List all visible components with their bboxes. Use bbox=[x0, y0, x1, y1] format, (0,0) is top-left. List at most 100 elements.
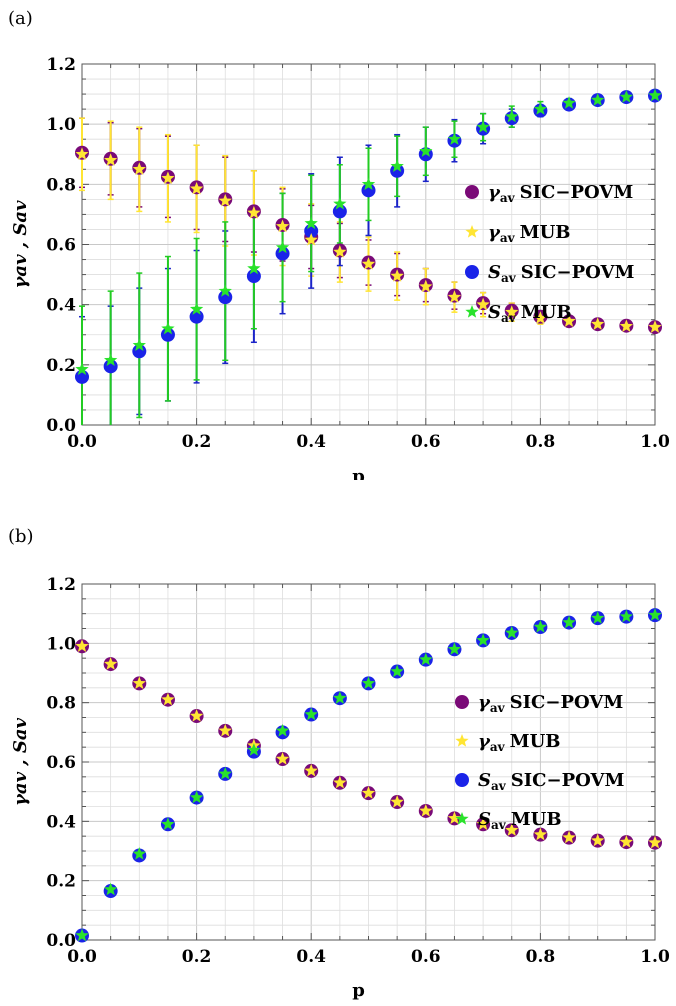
point-gamma_mub bbox=[304, 232, 318, 246]
point-gamma_mub bbox=[533, 311, 548, 324]
point-s_mub bbox=[619, 90, 634, 103]
legend-text: SIC−POVM bbox=[510, 692, 624, 713]
point-gamma_mub bbox=[419, 803, 433, 817]
point-gamma_mub bbox=[447, 811, 462, 825]
point-s_mub bbox=[591, 93, 605, 106]
legend-text: SIC−POVM bbox=[521, 262, 635, 283]
point-s_mub bbox=[132, 846, 146, 860]
point-s_mub bbox=[562, 615, 576, 629]
legend-label-gamma_sic: γav SIC−POVM bbox=[478, 692, 623, 715]
point-gamma_mub bbox=[533, 827, 548, 841]
point-s_mub bbox=[533, 102, 548, 115]
point-gamma_mub bbox=[103, 153, 118, 166]
point-s_mub bbox=[247, 743, 261, 756]
y-tick-label: 0.6 bbox=[46, 753, 76, 773]
point-s_mub bbox=[247, 261, 261, 275]
x-tick-label: 1.0 bbox=[640, 947, 670, 967]
point-gamma_mub bbox=[390, 795, 404, 808]
point-s_mub bbox=[419, 652, 433, 666]
point-gamma_mub bbox=[304, 763, 318, 777]
point-s_mub bbox=[447, 132, 462, 145]
point-gamma_mub bbox=[447, 290, 462, 303]
point-gamma_mub bbox=[161, 171, 175, 184]
point-s_mub bbox=[476, 120, 490, 133]
point-gamma_mub bbox=[275, 752, 290, 765]
grid bbox=[81, 583, 656, 941]
legend-marker-gamma_mub bbox=[455, 734, 469, 747]
point-s_mub bbox=[419, 144, 433, 157]
point-s_mub bbox=[275, 240, 290, 254]
point-gamma_mub bbox=[132, 162, 146, 175]
point-s_sic bbox=[132, 344, 147, 359]
point-gamma_mub bbox=[103, 657, 118, 670]
legend-text: MUB bbox=[510, 731, 561, 752]
y-tick-label: 1.0 bbox=[46, 634, 76, 654]
legend: γav SIC−POVM γ av MUB Sav SIC−POVM Sav MUB bbox=[455, 692, 624, 832]
x-tick-label: 0.4 bbox=[296, 432, 326, 452]
chart-a: (a) 0.0 0.2 0.4 0.6 0.8 1.0 0.0 0.2 0.4 0.6 0.8 1.0 1… bbox=[8, 8, 670, 487]
point-s_sic bbox=[103, 359, 118, 374]
point-gamma_mub bbox=[247, 205, 261, 219]
point-gamma_mub bbox=[333, 775, 347, 789]
point-s_sic bbox=[160, 327, 175, 342]
point-gamma_mub bbox=[390, 269, 404, 282]
y-tick-label: 1.0 bbox=[46, 115, 76, 135]
y-axis-label: γav , Sav bbox=[10, 718, 31, 806]
point-s_mub bbox=[304, 216, 318, 230]
legend-label-s_sic: Sav SIC−POVM bbox=[488, 262, 634, 285]
point-gamma_mub bbox=[476, 297, 490, 311]
point-gamma_mub bbox=[361, 257, 376, 270]
legend-text: MUB bbox=[520, 222, 571, 243]
legend-label-s_mub: Sav MUB bbox=[478, 809, 562, 832]
y-tick-label: 0.8 bbox=[46, 694, 76, 714]
x-tick-label: 0.0 bbox=[67, 947, 97, 967]
x-axis-label: p bbox=[352, 980, 365, 1001]
legend-text: SIC−POVM bbox=[511, 770, 625, 791]
legend-subscript: av bbox=[501, 311, 517, 325]
legend-subscript: av bbox=[491, 779, 507, 793]
point-gamma_mub bbox=[161, 692, 175, 706]
y-tick-label: 0.6 bbox=[46, 236, 76, 256]
legend-text: SIC−POVM bbox=[520, 182, 634, 203]
legend-symbol: γ bbox=[478, 731, 491, 752]
legend-marker-s_mub bbox=[465, 305, 479, 318]
point-gamma_mub bbox=[591, 833, 605, 847]
legend-label-gamma_mub: γav MUB bbox=[488, 222, 570, 245]
point-s_sic bbox=[361, 183, 376, 198]
point-s_mub bbox=[361, 676, 376, 690]
legend-subscript: av bbox=[500, 231, 516, 245]
legend-marker-s_sic bbox=[465, 265, 479, 279]
point-s_mub bbox=[505, 109, 519, 123]
y-axis-label: γav , Sav bbox=[10, 200, 31, 288]
y-tick-label: 0.2 bbox=[46, 872, 76, 892]
legend-symbol: S bbox=[478, 809, 491, 830]
legend-text: MUB bbox=[521, 302, 572, 323]
legend-label-s_sic: Sav SIC−POVM bbox=[478, 770, 624, 793]
point-gamma_mub bbox=[189, 181, 204, 195]
x-tick-label: 0.0 bbox=[67, 432, 97, 452]
point-s_mub bbox=[505, 625, 519, 639]
legend-subscript: av bbox=[500, 191, 516, 205]
point-s_mub bbox=[648, 608, 662, 621]
point-gamma_mub bbox=[476, 817, 490, 830]
x-tick-label: 0.2 bbox=[182, 947, 212, 967]
point-gamma_mub bbox=[189, 709, 204, 722]
y-tick-label: 0.4 bbox=[46, 812, 76, 832]
point-gamma_mub bbox=[75, 639, 89, 652]
point-s_mub bbox=[333, 196, 347, 210]
legend-symbol: γ bbox=[488, 222, 501, 243]
point-gamma_mub bbox=[132, 676, 146, 690]
point-s_mub bbox=[75, 928, 89, 942]
legend-symbol: S bbox=[478, 770, 491, 791]
point-s_sic bbox=[218, 290, 233, 305]
point-s_mub bbox=[476, 633, 490, 647]
point-gamma_mub bbox=[619, 319, 634, 332]
y-tick-label: 1.2 bbox=[46, 575, 76, 595]
point-s_mub bbox=[591, 611, 605, 624]
x-tick-label: 1.0 bbox=[640, 432, 670, 452]
point-gamma_mub bbox=[333, 245, 347, 258]
point-s_mub bbox=[304, 707, 318, 721]
point-gamma_mub bbox=[591, 317, 605, 330]
x-tick-label: 0.4 bbox=[296, 947, 326, 967]
